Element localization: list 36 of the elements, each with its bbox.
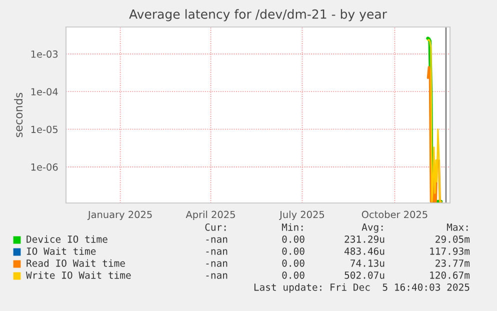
y-axis-title: seconds xyxy=(14,92,23,138)
text: 0.00 xyxy=(282,247,304,255)
x-tick-label: October 2025 xyxy=(362,210,428,218)
x-tick-label: July 2025 xyxy=(279,210,324,220)
text: 23.77m xyxy=(436,259,470,267)
text: Avg: xyxy=(362,224,383,233)
text: -nan xyxy=(206,249,228,255)
y-tick-label: 1e-05 xyxy=(31,126,58,134)
text: 0.00 xyxy=(282,271,304,279)
text: -nan xyxy=(206,273,228,279)
text: Min: xyxy=(282,223,303,231)
x-tick-label: January 2025 xyxy=(87,210,152,220)
text: -nan xyxy=(206,261,228,267)
y-tick-label: 1e-03 xyxy=(31,50,58,58)
text: Cur: xyxy=(205,223,226,231)
text: 29.05m xyxy=(436,235,470,243)
chart-title: Average latency for /dev/dm-21 - by year xyxy=(129,9,387,22)
text: -nan xyxy=(206,237,228,243)
text: 74.13u xyxy=(350,259,384,267)
legend-label: Device IO time xyxy=(26,235,108,243)
line-series xyxy=(426,66,442,203)
legend-label: IO Wait time xyxy=(26,247,96,255)
text: 117.93m xyxy=(430,247,470,255)
text: Max: xyxy=(446,224,468,231)
legend-label: Write IO Wait time xyxy=(26,271,131,279)
x-tick-label: April 2025 xyxy=(186,210,235,220)
text: 502.07u xyxy=(344,271,384,279)
text: 0.00 xyxy=(282,235,304,243)
text: 120.67m xyxy=(430,271,470,279)
y-tick-label: 1e-04 xyxy=(31,88,58,96)
y-tick-label: 1e-06 xyxy=(31,163,58,171)
legend-label: Read IO Wait time xyxy=(26,259,125,267)
text: Last update: Fri Dec 5 16:40:03 2025 xyxy=(254,283,470,293)
text: 231.29u xyxy=(344,235,384,243)
text: 0.00 xyxy=(282,259,304,267)
text: 483.46u xyxy=(344,247,384,255)
